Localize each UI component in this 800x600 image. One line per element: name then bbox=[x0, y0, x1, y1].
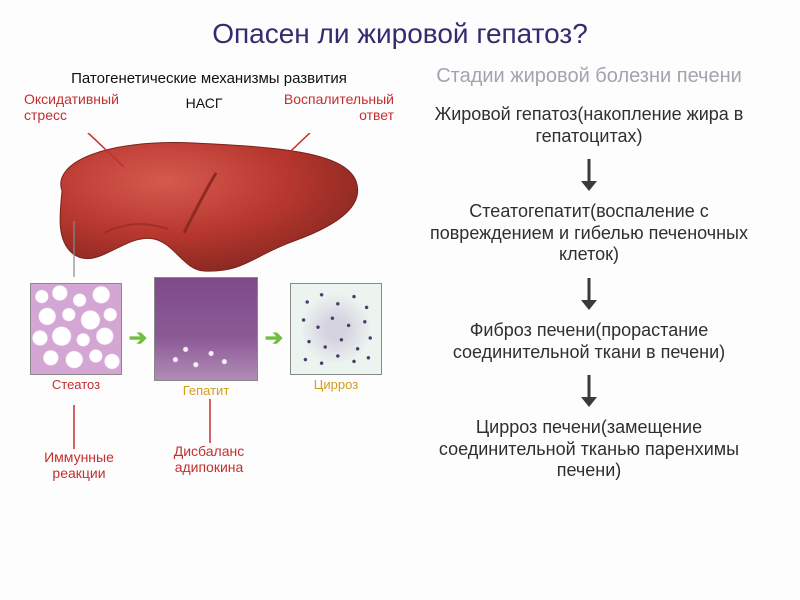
mechanisms-heading: Патогенетические механизмы развития bbox=[24, 70, 394, 87]
slide-title: Опасен ли жировой гепатоз? bbox=[24, 18, 776, 50]
stage-3: Фиброз печени(прорастание соединительной… bbox=[409, 320, 769, 363]
stages-panel: Стадии жировой болезни печени Жировой ге… bbox=[402, 64, 776, 482]
label-oxidative-stress: Оксидативный стресс bbox=[24, 91, 134, 123]
micrograph-row: Стеатоз ➔ Гепатит ➔ Цирроз bbox=[30, 277, 382, 398]
stage-2: Стеатогепатит(воспаление с повреждением … bbox=[409, 201, 769, 266]
caption-steatosis: Стеатоз bbox=[52, 377, 100, 392]
stages-title: Стадии жировой болезни печени bbox=[436, 64, 742, 88]
label-inflammatory: Воспалительный ответ bbox=[254, 91, 394, 123]
connector-line-icon bbox=[54, 221, 94, 281]
pointer-line-icon bbox=[200, 399, 220, 445]
pointer-line-icon bbox=[64, 405, 84, 451]
caption-cirrhosis: Цирроз bbox=[314, 377, 358, 392]
caption-hepatitis: Гепатит bbox=[183, 383, 230, 398]
down-arrow-icon bbox=[575, 276, 603, 310]
label-nash: НАСГ bbox=[174, 95, 234, 111]
progress-arrow-icon: ➔ bbox=[129, 325, 147, 351]
label-immune: Иммунные реакции bbox=[24, 449, 134, 481]
stage-4: Цирроз печени(замещение соединительной т… bbox=[409, 417, 769, 482]
micrograph-cirrhosis bbox=[290, 283, 382, 375]
micrograph-hepatitis bbox=[154, 277, 258, 381]
label-adipokine: Дисбаланс адипокина bbox=[154, 443, 264, 475]
down-arrow-icon bbox=[575, 157, 603, 191]
down-arrow-icon bbox=[575, 373, 603, 407]
progress-arrow-icon: ➔ bbox=[265, 325, 283, 351]
stage-1: Жировой гепатоз(накопление жира в гепато… bbox=[409, 104, 769, 147]
mechanisms-panel: Патогенетические механизмы развития Окси… bbox=[24, 64, 394, 482]
micrograph-steatosis bbox=[30, 283, 122, 375]
